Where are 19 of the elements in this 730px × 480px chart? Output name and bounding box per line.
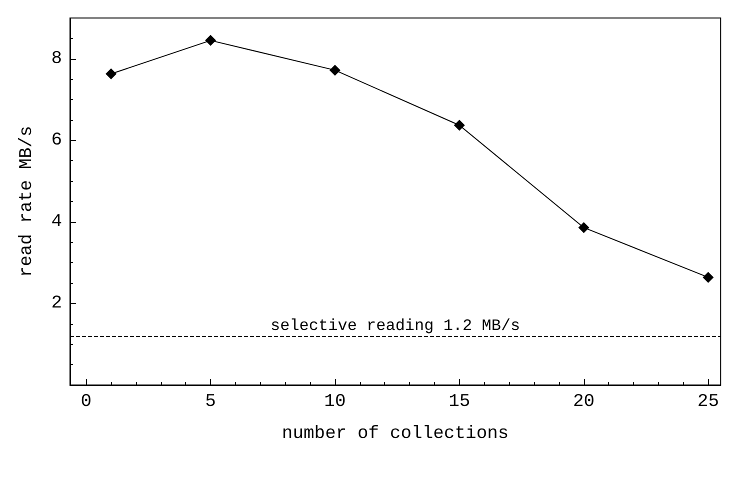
point <box>106 68 117 80</box>
y-tick-label: 2 <box>51 293 62 314</box>
point <box>454 120 465 131</box>
x-tick-label: 20 <box>572 392 595 412</box>
y-tick-label: 8 <box>51 48 62 69</box>
y-tick-label: 4 <box>51 212 62 232</box>
x-tick-label: 0 <box>80 392 92 412</box>
x-axis-title: number of collections <box>282 424 509 444</box>
y-tick-label: 6 <box>51 130 62 150</box>
point <box>702 272 714 283</box>
x-tick-label: 15 <box>448 392 470 412</box>
y-axis-title: read rate MB/s <box>17 126 37 278</box>
x-tick-label: 5 <box>205 392 216 412</box>
point <box>578 222 590 234</box>
point <box>329 64 340 76</box>
x-tick-label: 10 <box>324 392 346 412</box>
ref-line-label: selective reading 1.2 MB/s <box>270 317 520 336</box>
x-tick-label: 25 <box>697 392 720 412</box>
point <box>205 34 216 46</box>
